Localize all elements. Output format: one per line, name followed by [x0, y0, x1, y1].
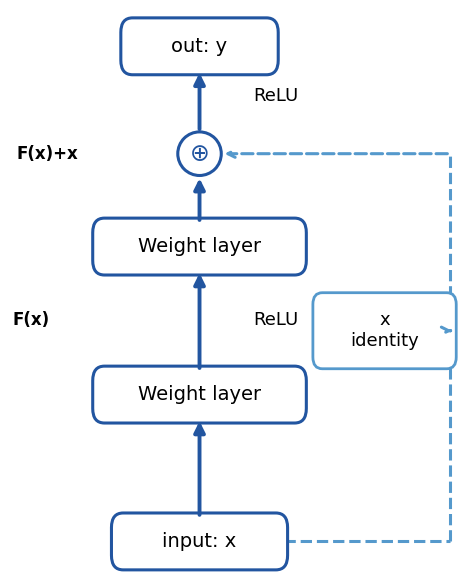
FancyBboxPatch shape — [111, 513, 288, 570]
FancyBboxPatch shape — [313, 293, 456, 369]
Text: x
identity: x identity — [350, 311, 419, 350]
Text: ⊕: ⊕ — [190, 142, 210, 166]
Text: input: x: input: x — [163, 532, 237, 551]
FancyBboxPatch shape — [93, 366, 306, 423]
Text: F(x): F(x) — [12, 311, 49, 329]
Text: ReLU: ReLU — [254, 87, 299, 105]
Text: ReLU: ReLU — [254, 311, 299, 329]
Ellipse shape — [178, 132, 221, 175]
FancyBboxPatch shape — [93, 218, 306, 275]
Text: out: y: out: y — [172, 37, 228, 56]
Text: F(x)+x: F(x)+x — [17, 145, 79, 163]
FancyBboxPatch shape — [121, 18, 278, 75]
Text: Weight layer: Weight layer — [138, 385, 261, 404]
Text: Weight layer: Weight layer — [138, 237, 261, 256]
